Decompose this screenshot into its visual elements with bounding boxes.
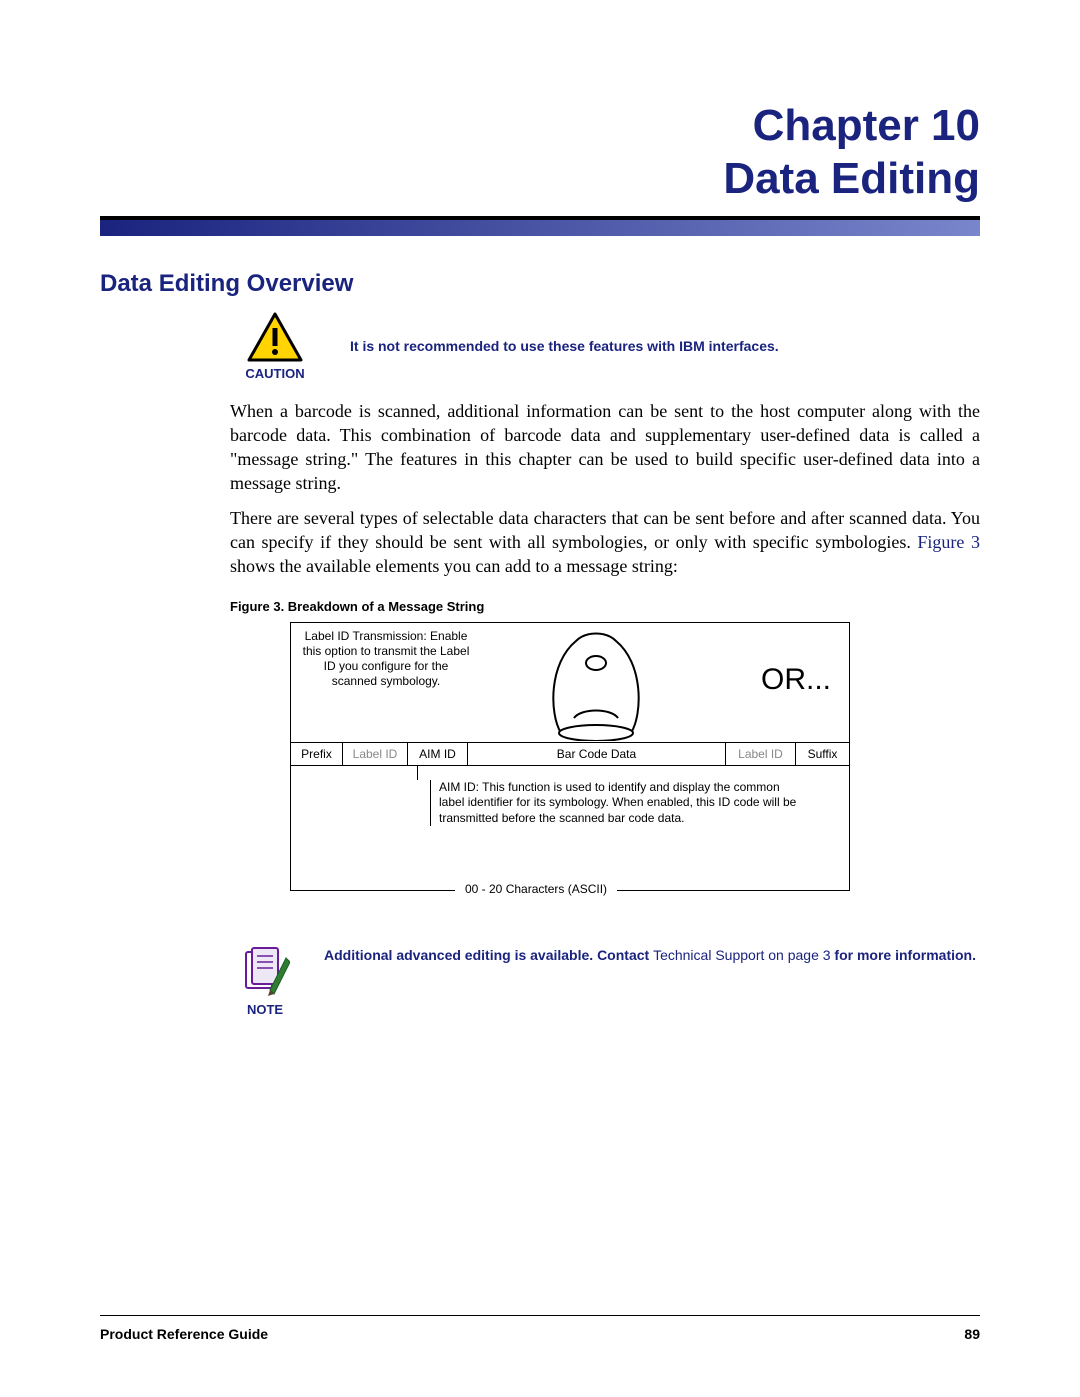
chars-label: 00 - 20 Characters (ASCII) xyxy=(455,882,617,896)
chapter-number: Chapter 10 xyxy=(100,100,980,153)
segment-bar-code-data: Bar Code Data xyxy=(467,742,725,766)
note-text-a: Additional advanced editing is available… xyxy=(324,947,653,963)
footer-page-number: 89 xyxy=(964,1326,980,1342)
caution-block: CAUTION It is not recommended to use the… xyxy=(230,312,980,381)
title-rule xyxy=(100,216,980,236)
note-block: NOTE Additional advanced editing is avai… xyxy=(230,946,980,1017)
paragraph-2: There are several types of selectable da… xyxy=(230,506,980,579)
technical-support-link[interactable]: Technical Support on page 3 xyxy=(653,947,830,963)
message-string-diagram: Label ID Transmission: Enable this optio… xyxy=(290,622,850,906)
segment-row: PrefixLabel IDAIM IDBar Code DataLabel I… xyxy=(290,742,850,766)
or-text: OR... xyxy=(761,663,831,697)
aim-id-description: AIM ID: This function is used to identif… xyxy=(430,780,799,827)
section-title: Data Editing Overview xyxy=(100,270,980,298)
scanner-icon xyxy=(541,623,651,741)
caution-text: It is not recommended to use these featu… xyxy=(350,338,980,354)
segment-prefix: Prefix xyxy=(290,742,342,766)
figure-caption: Figure 3. Breakdown of a Message String xyxy=(230,599,980,614)
segment-label-id: Label ID xyxy=(342,742,407,766)
chapter-heading: Chapter 10 Data Editing xyxy=(100,100,980,206)
caution-icon xyxy=(247,312,303,362)
label-id-transmission-text: Label ID Transmission: Enable this optio… xyxy=(301,629,471,689)
segment-suffix: Suffix xyxy=(795,742,850,766)
segment-aim-id: AIM ID xyxy=(407,742,467,766)
footer-left: Product Reference Guide xyxy=(100,1326,268,1342)
chapter-title: Data Editing xyxy=(100,153,980,206)
note-text: Additional advanced editing is available… xyxy=(324,946,980,966)
paragraph-2a: There are several types of selectable da… xyxy=(230,508,980,552)
page-footer: Product Reference Guide 89 xyxy=(100,1315,980,1342)
note-text-b: for more information. xyxy=(831,947,976,963)
note-label: NOTE xyxy=(247,1002,283,1017)
paragraph-1: When a barcode is scanned, additional in… xyxy=(230,399,980,496)
segment-label-id: Label ID xyxy=(725,742,795,766)
caution-label: CAUTION xyxy=(245,366,304,381)
figure-reference-link[interactable]: Figure 3 xyxy=(917,532,980,552)
note-icon xyxy=(240,946,290,996)
paragraph-2b: shows the available elements you can add… xyxy=(230,556,678,576)
